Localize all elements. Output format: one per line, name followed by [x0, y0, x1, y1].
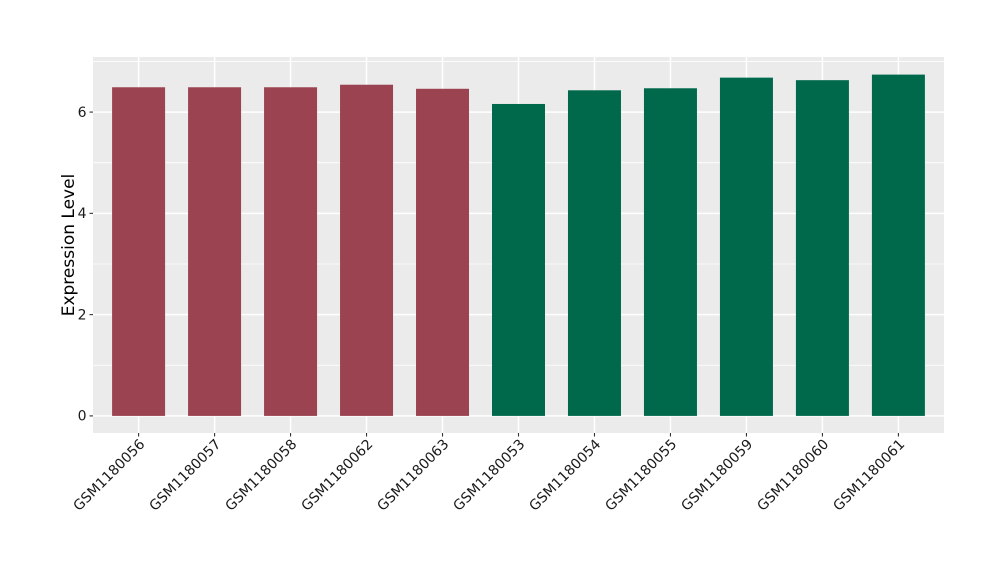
y-axis-title: Expression Level — [59, 174, 79, 317]
bar-GSM1180063 — [416, 88, 470, 416]
bar-GSM1180058 — [264, 87, 318, 416]
y-tick-label: 4 — [78, 206, 87, 222]
bar-GSM1180057 — [188, 87, 242, 416]
bar-GSM1180060 — [795, 80, 849, 416]
bar-GSM1180056 — [112, 87, 166, 416]
bar-GSM1180062 — [340, 84, 394, 416]
bar-GSM1180061 — [871, 74, 925, 416]
bar-GSM1180059 — [719, 77, 773, 416]
bar-GSM1180054 — [567, 90, 621, 416]
bar-GSM1180055 — [643, 88, 697, 416]
y-tick-label: 0 — [78, 409, 87, 425]
y-tick-label: 6 — [78, 105, 87, 121]
y-tick-label: 2 — [78, 307, 87, 323]
bar-GSM1180053 — [492, 103, 545, 416]
